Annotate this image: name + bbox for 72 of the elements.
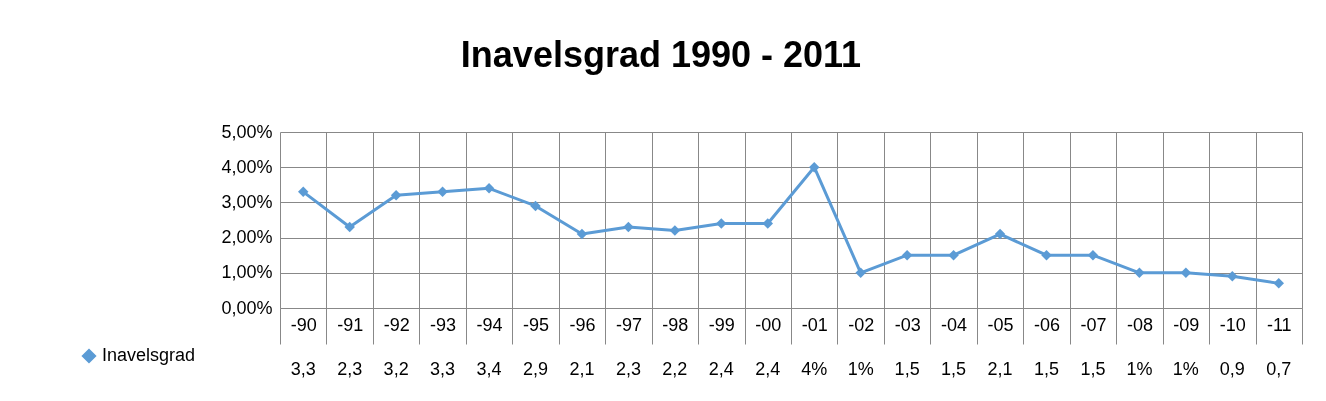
point	[297, 186, 309, 198]
x-tick-label: -94	[476, 314, 503, 335]
point	[530, 200, 541, 212]
x-tick-label: -03	[894, 314, 921, 335]
x-tick-label: -06	[1033, 314, 1061, 335]
point	[1087, 249, 1099, 261]
point	[1041, 249, 1052, 261]
data-label: 3,2	[383, 359, 409, 379]
legend-label: Inavelsgrad	[102, 345, 196, 365]
x-tick-label: -93	[430, 314, 457, 335]
point	[437, 186, 448, 198]
point	[948, 249, 959, 261]
point	[623, 221, 634, 233]
data-label: 2,4	[755, 359, 781, 379]
point	[1273, 278, 1285, 289]
data-label: 2,3	[337, 359, 363, 379]
y-tick-label: 3,00%	[221, 191, 273, 212]
point	[855, 267, 866, 279]
x-tick-label: -07	[1080, 314, 1107, 335]
point	[669, 225, 681, 236]
chart-title: Inavelsgrad 1990 - 2011	[460, 34, 862, 75]
data-label: 3,3	[290, 359, 316, 379]
x-tick-label: -90	[290, 314, 317, 335]
point	[344, 221, 355, 233]
data-label: 1,5	[1080, 359, 1106, 379]
y-tick-label: 2,00%	[221, 227, 273, 248]
y-tick-label: 4,00%	[221, 156, 273, 177]
data-label: 2,3	[615, 359, 641, 379]
x-tick-label: -09	[1173, 314, 1200, 335]
x-tick-label: -98	[662, 314, 689, 335]
point	[901, 249, 913, 261]
x-tick-label: -10	[1219, 314, 1246, 335]
y-tick-label: 5,00%	[221, 121, 273, 142]
data-label: 3,4	[476, 359, 502, 379]
data-label: 4%	[801, 359, 828, 379]
x-tick-label: -08	[1126, 314, 1153, 335]
data-label: 1%	[847, 359, 874, 379]
point	[994, 228, 1006, 240]
x-tick-label: -00	[755, 314, 782, 335]
x-tick-label: -05	[987, 314, 1014, 335]
x-tick-label: -97	[615, 314, 642, 335]
point	[576, 228, 588, 240]
data-label: 2,9	[522, 359, 549, 379]
x-tick-label: -02	[848, 314, 875, 335]
x-tick-label: -95	[522, 314, 550, 335]
point	[1227, 271, 1238, 282]
data-label: 3,3	[430, 359, 456, 379]
x-tick-label: -99	[708, 314, 735, 335]
point	[808, 161, 820, 173]
y-tick-label: 1,00%	[221, 262, 273, 283]
data-label: 1%	[1172, 359, 1199, 379]
point	[1134, 267, 1145, 279]
data-label: 0,9	[1219, 359, 1245, 379]
x-tick-label: -92	[383, 314, 410, 335]
data-label: 0,7	[1266, 359, 1292, 379]
data-label: 1,5	[1033, 359, 1060, 379]
x-tick-label: -01	[801, 314, 828, 335]
data-label: 2,4	[708, 359, 734, 379]
point	[483, 183, 495, 194]
data-label: 2,1	[569, 359, 595, 379]
data-label: 2,1	[987, 359, 1013, 379]
x-tick-label: -11	[1266, 314, 1292, 335]
x-tick-label: -91	[337, 314, 364, 335]
point	[390, 190, 402, 201]
data-label: 2,2	[662, 359, 688, 379]
data-label: 1,5	[894, 359, 920, 379]
point	[1180, 267, 1192, 279]
y-tick-label: 0,00%	[221, 297, 273, 318]
data-label: 1,5	[941, 359, 967, 379]
x-tick-label: -96	[569, 314, 596, 335]
x-tick-label: -04	[941, 314, 968, 335]
data-label: 1%	[1126, 359, 1153, 379]
